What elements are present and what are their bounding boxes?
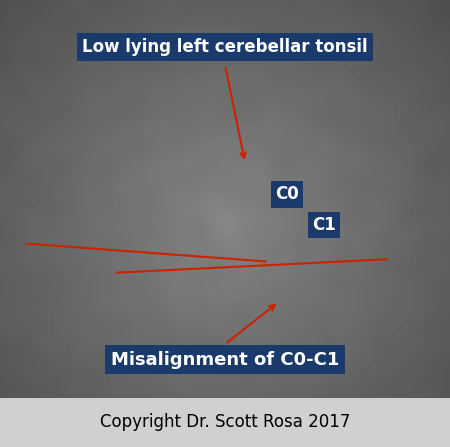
FancyBboxPatch shape <box>0 398 450 447</box>
Text: Misalignment of C0-C1: Misalignment of C0-C1 <box>111 351 339 369</box>
Text: Copyright Dr. Scott Rosa 2017: Copyright Dr. Scott Rosa 2017 <box>100 413 350 431</box>
Text: C1: C1 <box>312 216 336 234</box>
Text: Low lying left cerebellar tonsil: Low lying left cerebellar tonsil <box>82 38 368 56</box>
Text: C0: C0 <box>275 186 299 203</box>
